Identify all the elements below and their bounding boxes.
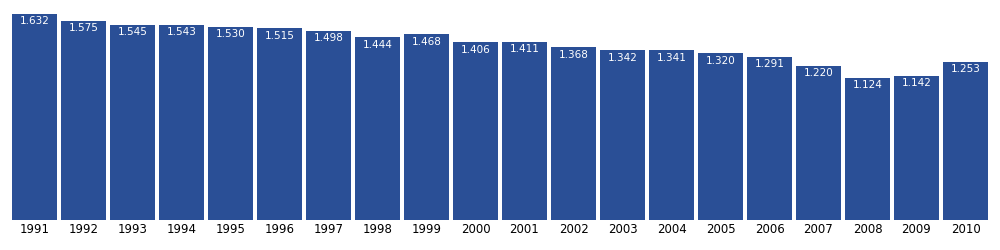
Bar	[159, 25, 204, 220]
Bar	[551, 47, 596, 220]
Text: 1.468: 1.468	[412, 37, 441, 47]
Text: 1.543: 1.543	[167, 28, 196, 38]
Bar	[61, 21, 106, 220]
Text: 1.406: 1.406	[461, 45, 490, 55]
Text: 1.545: 1.545	[118, 27, 147, 37]
Text: 1.253: 1.253	[951, 64, 980, 74]
Text: 1.530: 1.530	[216, 29, 245, 39]
Text: 1.575: 1.575	[69, 23, 98, 33]
Bar	[502, 42, 547, 220]
Text: 1.220: 1.220	[804, 68, 833, 78]
Bar	[845, 78, 890, 220]
Text: 1.444: 1.444	[363, 40, 392, 50]
Text: 1.368: 1.368	[559, 50, 588, 59]
Bar	[649, 50, 694, 220]
Bar	[355, 38, 400, 220]
Text: 1.411: 1.411	[510, 44, 539, 54]
Text: 1.142: 1.142	[902, 78, 931, 88]
Text: 1.320: 1.320	[706, 56, 735, 66]
Bar	[894, 76, 939, 220]
Bar	[698, 53, 743, 220]
Bar	[306, 30, 351, 220]
Text: 1.515: 1.515	[265, 31, 294, 41]
Bar	[12, 14, 57, 220]
Bar	[257, 28, 302, 220]
Text: 1.124: 1.124	[853, 80, 882, 90]
Bar	[747, 57, 792, 220]
Bar	[404, 34, 449, 220]
Bar	[943, 62, 988, 220]
Text: 1.498: 1.498	[314, 33, 343, 43]
Bar	[796, 66, 841, 220]
Bar	[208, 26, 253, 220]
Bar	[453, 42, 498, 220]
Bar	[600, 50, 645, 220]
Text: 1.342: 1.342	[608, 53, 637, 63]
Text: 1.632: 1.632	[20, 16, 49, 26]
Bar	[110, 25, 155, 220]
Text: 1.341: 1.341	[657, 53, 686, 63]
Text: 1.291: 1.291	[755, 59, 784, 69]
